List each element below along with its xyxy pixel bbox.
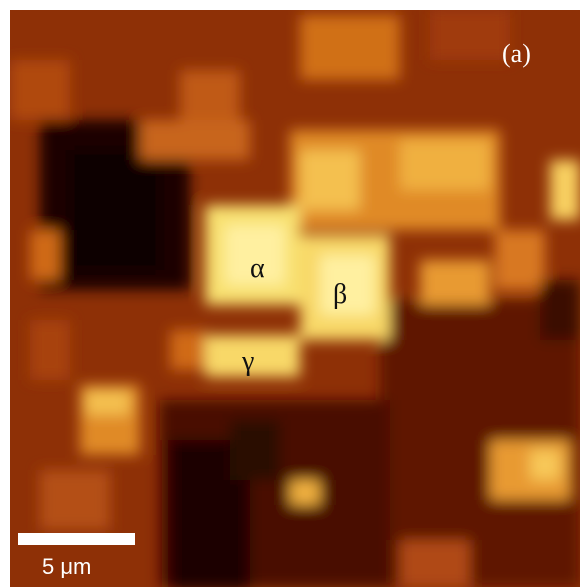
map-patch <box>530 450 560 480</box>
map-patch <box>320 255 375 315</box>
annotation-gamma: γ <box>241 346 254 377</box>
map-patch <box>400 540 470 587</box>
map-patch <box>170 330 205 370</box>
map-patch <box>400 140 490 190</box>
map-patch <box>300 15 400 80</box>
panel-label: (a) <box>502 39 531 68</box>
map-patch <box>30 230 60 280</box>
map-patch <box>40 470 110 530</box>
map-patch <box>495 230 545 290</box>
scale-bar-label: 5 μm <box>42 554 91 579</box>
map-patch <box>10 60 70 120</box>
map-patch <box>300 150 360 210</box>
map-patch <box>70 150 160 270</box>
intensity-map <box>10 10 580 587</box>
annotation-beta: β <box>333 279 347 310</box>
map-patch <box>420 260 490 305</box>
map-patch <box>540 280 580 340</box>
annotation-alpha: α <box>250 253 265 284</box>
micrograph-panel: 5 μm (a) α β γ <box>0 0 580 587</box>
map-patch <box>290 480 320 505</box>
map-patch <box>180 70 240 120</box>
map-patch <box>230 420 280 480</box>
map-patch <box>30 320 70 380</box>
map-patch <box>430 10 510 60</box>
scale-bar <box>18 533 135 545</box>
map-patch <box>140 120 250 160</box>
map-patch <box>85 390 130 415</box>
page: 5 μm (a) α β γ (() => { const data = JSO… <box>0 0 580 587</box>
map-patch <box>550 160 580 220</box>
